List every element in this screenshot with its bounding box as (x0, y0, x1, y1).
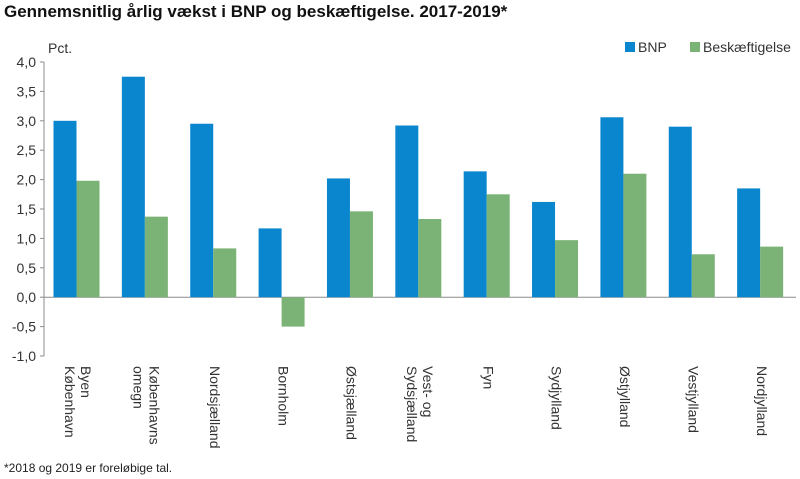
x-category-label: Vest- ogSydsjælland (404, 366, 436, 442)
y-tick-label: 3,0 (17, 113, 37, 129)
y-tick-label: -0,5 (12, 319, 36, 335)
bar-beskaeftigelse (213, 248, 237, 298)
y-tick-label: 2,5 (17, 142, 37, 158)
bar-bnp (121, 76, 145, 298)
bar-beskaeftigelse (144, 216, 168, 298)
bar-beskaeftigelse (486, 194, 510, 298)
bar-beskaeftigelse (76, 180, 100, 298)
x-category-label: Østjylland (617, 366, 633, 427)
y-tick-label: -1,0 (12, 348, 36, 364)
x-category-label-line: Nordsjælland (207, 366, 223, 448)
legend-label-bnp: BNP (638, 39, 667, 55)
legend-swatch-bnp (625, 42, 635, 52)
bar-bnp (395, 125, 419, 298)
y-tick-label: 1,0 (17, 230, 37, 246)
x-category-label: Nordjylland (754, 366, 770, 436)
x-category-label-line: Byen (78, 366, 94, 398)
x-category-label: Vestjylland (685, 366, 701, 433)
x-category-label: Københavnsomegn (131, 366, 163, 445)
x-category-label-line: Sydjylland (549, 366, 565, 430)
bar-beskaeftigelse (418, 218, 442, 298)
x-category-label-line: Vestjylland (685, 366, 701, 433)
y-axis-unit: Pct. (48, 40, 72, 56)
x-category-label-line: Bornholm (275, 366, 291, 426)
x-category-label: Nordsjælland (207, 366, 223, 448)
x-category-label-line: Københavns (147, 366, 163, 445)
x-category-label: Bornholm (275, 366, 291, 426)
x-category-label: ByenKøbenhavn (62, 366, 94, 438)
footnote: *2018 og 2019 er foreløbige tal. (4, 461, 173, 475)
x-category-label-line: Sydsjælland (404, 366, 420, 442)
bar-beskaeftigelse (691, 254, 715, 298)
legend-swatch-beskaeftigelse (690, 42, 700, 52)
bar-bnp (600, 117, 624, 298)
x-category-label: Sydjylland (549, 366, 565, 430)
bar-bnp (258, 228, 282, 298)
bar-beskaeftigelse (555, 240, 579, 298)
bar-bnp (668, 126, 692, 298)
bar-beskaeftigelse (349, 211, 373, 298)
x-category-label: Fyn (480, 366, 496, 389)
bar-bnp (53, 120, 77, 298)
bar-bnp (463, 171, 487, 298)
bar-beskaeftigelse (760, 246, 784, 298)
bar-bnp (737, 188, 761, 298)
x-category-label-line: Fyn (480, 366, 496, 389)
bar-bnp (326, 178, 350, 298)
bar-beskaeftigelse (623, 173, 647, 298)
y-tick-label: 0,5 (17, 260, 37, 276)
y-tick-label: 0,0 (17, 289, 37, 305)
bar-beskaeftigelse (281, 297, 305, 327)
x-category-label-line: Vest- og (420, 366, 436, 417)
x-category-label: Østsjælland (344, 366, 360, 440)
legend-label-beskaeftigelse: Beskæftigelse (703, 39, 791, 55)
bar-bnp (190, 123, 214, 298)
x-category-label-line: København (62, 366, 78, 438)
x-category-label-line: Nordjylland (754, 366, 770, 436)
chart-title: Gennemsnitlig årlig vækst i BNP og beskæ… (4, 2, 508, 21)
x-category-label-line: Østsjælland (344, 366, 360, 440)
x-category-label-line: Østjylland (617, 366, 633, 427)
y-tick-label: 2,0 (17, 172, 37, 188)
y-tick-label: 3,5 (17, 83, 37, 99)
x-category-label-line: omegn (131, 366, 147, 409)
y-tick-label: 1,5 (17, 201, 37, 217)
y-tick-label: 4,0 (17, 54, 37, 70)
bar-bnp (532, 201, 556, 298)
